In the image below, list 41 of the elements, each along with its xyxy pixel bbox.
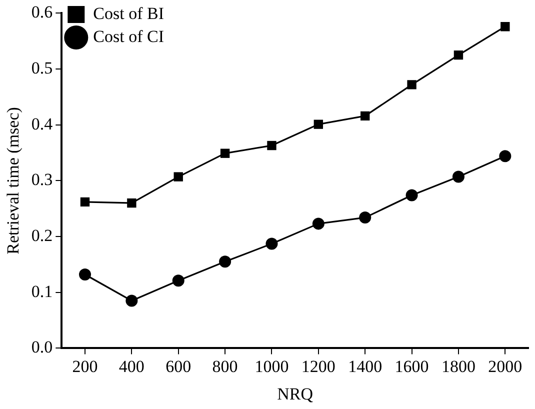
y-tick-label: 0.2 <box>31 226 53 245</box>
legend-label: Cost of BI <box>93 4 164 23</box>
point <box>312 218 324 230</box>
x-tick-label: 1000 <box>254 356 289 376</box>
point <box>126 294 138 307</box>
x-tick-label: 1200 <box>301 356 336 376</box>
legend-label: Cost of CI <box>93 26 164 46</box>
point <box>359 212 372 224</box>
point <box>314 120 324 129</box>
point <box>406 189 418 202</box>
x-tick-label: 1600 <box>394 356 429 376</box>
y-tick-label: 0.6 <box>31 2 53 22</box>
point <box>174 172 183 182</box>
point <box>127 198 136 208</box>
point <box>454 50 464 60</box>
point <box>500 22 510 32</box>
x-tick-label: 2000 <box>488 356 522 376</box>
point <box>452 170 464 183</box>
point <box>267 140 276 150</box>
point <box>220 148 230 158</box>
point <box>407 80 416 90</box>
x-tick-label: 1400 <box>348 356 382 376</box>
point <box>499 150 512 162</box>
y-tick-label: 0.5 <box>31 58 53 78</box>
y-tick-label: 0.4 <box>31 114 54 134</box>
point <box>80 197 90 207</box>
point <box>360 111 370 121</box>
point <box>78 268 91 280</box>
y-tick-label: 0.0 <box>31 338 53 357</box>
x-tick-label: 600 <box>166 356 192 376</box>
y-axis-title: Retrieval time (msec) <box>4 107 23 254</box>
y-tick-label: 0.1 <box>31 282 53 301</box>
x-tick-label: 800 <box>212 356 238 376</box>
y-tick-label: 0.3 <box>31 170 53 190</box>
x-tick-label: 400 <box>118 356 144 376</box>
point <box>172 274 184 287</box>
point <box>266 238 278 250</box>
x-axis-title: NRQ <box>277 384 314 404</box>
x-tick-label: 200 <box>72 356 98 376</box>
x-tick-label: 1800 <box>441 356 476 376</box>
point <box>219 256 232 268</box>
